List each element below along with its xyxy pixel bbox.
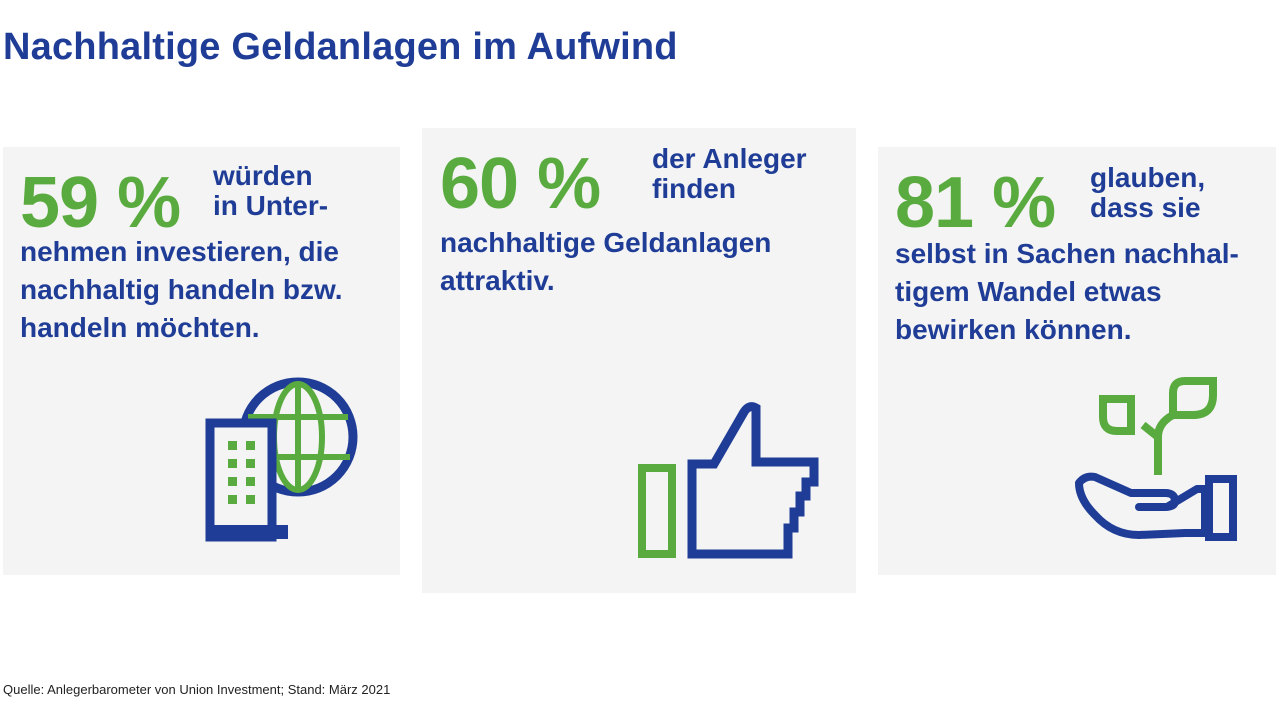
stat-body-line: bewirken können. <box>895 314 1132 345</box>
stat-body-text: selbst in Sachen nachhal- tigem Wandel e… <box>895 235 1239 349</box>
stat-body-line: selbst in Sachen nachhal- <box>895 238 1239 269</box>
stat-body-line: nehmen investieren, die <box>20 236 339 267</box>
stat-percent: 59 % <box>20 163 181 243</box>
stat-side-text: der Anleger finden <box>652 144 807 204</box>
stat-side-line: in Unter- <box>213 190 329 221</box>
source-note: Quelle: Anlegerbarometer von Union Inves… <box>3 682 391 697</box>
stat-body-line: tigem Wandel etwas <box>895 276 1162 307</box>
stat-side-text: glauben, dass sie <box>1090 163 1205 223</box>
thumbs-up-icon <box>638 402 819 559</box>
stat-side-line: glauben, <box>1090 162 1206 193</box>
stat-card-impact: 81 % glauben, dass sie selbst in Sachen … <box>878 147 1276 575</box>
hand-plant-icon <box>1075 377 1237 541</box>
stat-percent: 60 % <box>440 144 601 224</box>
stat-side-text: würden in Unter- <box>213 161 328 221</box>
stat-body-line: handeln möchten. <box>20 312 260 343</box>
stat-side-line: finden <box>652 173 736 204</box>
page-title: Nachhaltige Geldanlagen im Aufwind <box>3 26 678 68</box>
building-globe-icon <box>205 377 358 542</box>
stat-body-text: nehmen investieren, die nachhaltig hande… <box>20 233 343 347</box>
stat-side-line: der Anleger <box>652 143 807 174</box>
stat-body-text: nachhaltige Geldanlagen attraktiv. <box>440 224 771 300</box>
stat-side-line: dass sie <box>1090 192 1201 223</box>
stat-body-line: nachhaltige Geldanlagen <box>440 227 772 258</box>
stat-body-line: attraktiv. <box>440 265 555 296</box>
stat-body-line: nachhaltig handeln bzw. <box>20 274 343 305</box>
stat-side-line: würden <box>213 160 313 191</box>
stat-card-investing: 59 % würden in Unter- nehmen investieren… <box>3 147 400 575</box>
stat-card-attractive: 60 % der Anleger finden nachhaltige Geld… <box>422 128 856 593</box>
stat-percent: 81 % <box>895 163 1056 243</box>
